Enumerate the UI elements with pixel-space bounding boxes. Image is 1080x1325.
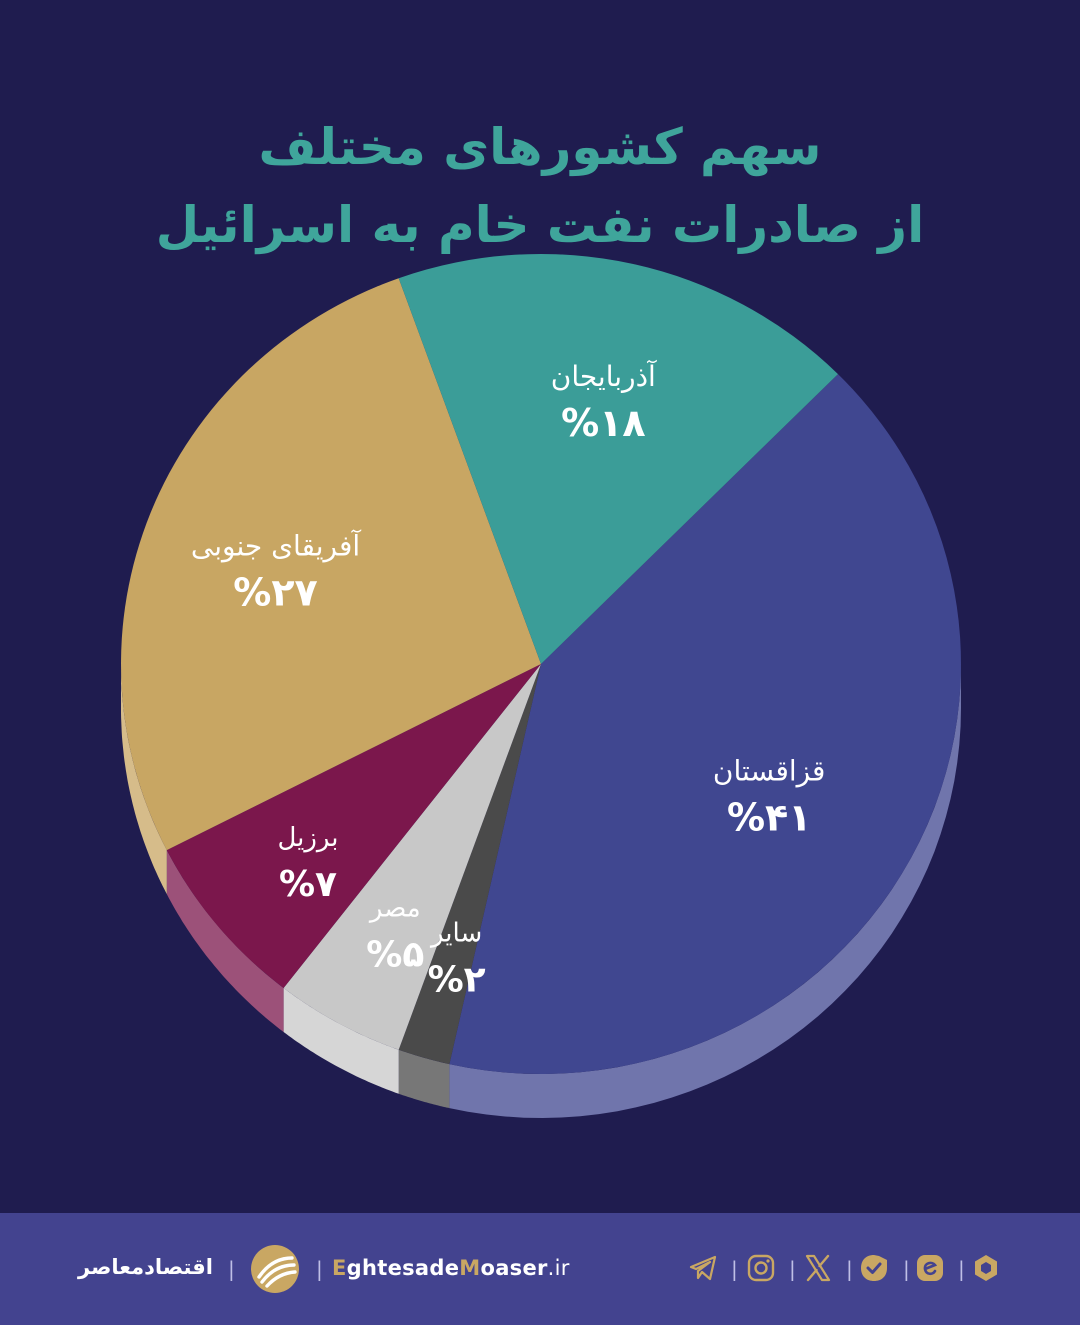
x-icon[interactable] — [802, 1252, 834, 1284]
website-link[interactable]: EghtesadeMoaser.ir — [332, 1256, 570, 1280]
pie-slice-2 — [283, 664, 541, 1050]
slice-value-label: %۴۱ — [727, 796, 811, 840]
pie-slice-5 — [398, 253, 838, 664]
footer-divider: | — [903, 1257, 910, 1281]
slice-value-label: %۷ — [279, 864, 337, 905]
title-line-1: سهم کشورهای مختلف — [258, 118, 822, 176]
pie-side-1 — [398, 1049, 450, 1109]
footer-divider: | — [846, 1257, 853, 1281]
chart-title: سهم کشورهای مختلف از صادرات نفت خام به ا… — [0, 108, 1080, 264]
pie-side-3 — [166, 850, 284, 1032]
telegram-icon[interactable] — [687, 1252, 719, 1284]
pie-slices — [121, 253, 961, 1074]
bale-icon[interactable] — [858, 1252, 890, 1284]
footer-divider: | — [789, 1257, 796, 1281]
slice-value-label: %۵ — [366, 935, 424, 976]
footer-divider: | — [958, 1257, 965, 1281]
pie-side-4 — [121, 664, 167, 895]
footer-divider: | — [228, 1257, 235, 1281]
slice-value-label: %۲ — [428, 960, 486, 1001]
slice-label: آفریقای جنوبی — [191, 529, 361, 562]
pie-labels: قزاقستان %۴۱ سایر %۲ مصر %۵ برزیل %۷ آفریقای جنو… — [191, 360, 826, 1001]
pie-side-2 — [283, 988, 399, 1094]
instagram-icon[interactable] — [745, 1252, 777, 1284]
title-line-2: از صادرات نفت خام به اسرائیل — [155, 196, 925, 254]
pie-depth — [121, 664, 961, 1118]
pie-slice-3 — [166, 664, 542, 988]
eitaa-icon[interactable] — [914, 1252, 946, 1284]
rubika-icon[interactable] — [970, 1252, 1002, 1284]
brand-name: اقتصادمعاصر — [78, 1255, 213, 1279]
slice-label: برزیل — [277, 823, 338, 853]
brand-logo-icon[interactable] — [250, 1244, 300, 1294]
slice-value-label: %۲۷ — [233, 570, 317, 614]
pie-chart: قزاقستان %۴۱ سایر %۲ مصر %۵ برزیل %۷ آفریقای جنو… — [121, 253, 961, 1118]
slice-label: سایر — [429, 919, 482, 949]
footer — [0, 1213, 1080, 1325]
slice-label: مصر — [368, 894, 421, 924]
pie-side-0 — [449, 664, 961, 1118]
footer-divider: | — [316, 1257, 323, 1281]
pie-slice-0 — [449, 374, 961, 1074]
slice-value-label: %۱۸ — [561, 401, 645, 445]
pie-slice-1 — [398, 664, 541, 1065]
pie-slice-4 — [121, 278, 541, 851]
footer-divider: | — [731, 1257, 738, 1281]
slice-label: آذربایجان — [551, 360, 657, 393]
slice-label: قزاقستان — [713, 755, 826, 788]
